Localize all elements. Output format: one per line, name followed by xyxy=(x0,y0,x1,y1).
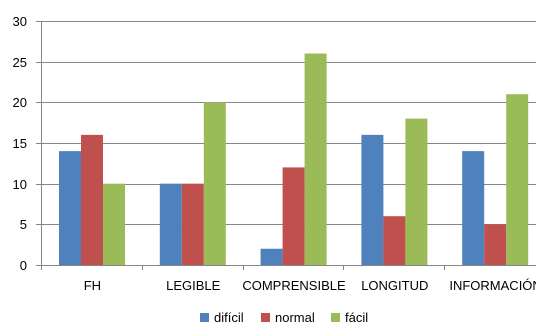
bar-3-1 xyxy=(383,216,406,265)
y-tick-label: 20 xyxy=(13,95,27,110)
x-tick-label: FH xyxy=(84,278,101,293)
x-axis-tick-labels: FH LEGIBLE COMPRENSIBLE LONGITUD INFORMACIÓN xyxy=(84,278,536,293)
legend-label-1: normal xyxy=(275,310,315,325)
x-tick-label: INFORMACIÓN xyxy=(449,278,536,293)
x-tick-label: LONGITUD xyxy=(361,278,428,293)
bar-1-2 xyxy=(203,102,226,265)
x-tick-label: COMPRENSIBLE xyxy=(242,278,346,293)
x-tick-label: LEGIBLE xyxy=(166,278,221,293)
axes xyxy=(41,21,445,270)
bar-2-0 xyxy=(260,248,283,265)
bar-2-2 xyxy=(304,53,327,266)
y-axis-tick-labels: 0 5 10 15 20 25 30 xyxy=(13,14,27,273)
bar-4-1 xyxy=(484,224,507,265)
y-tick-label: 25 xyxy=(13,55,27,70)
legend-swatch-1 xyxy=(261,313,270,322)
bar-0-1 xyxy=(81,134,103,265)
y-tick-label: 10 xyxy=(13,177,27,192)
y-tick-label: 30 xyxy=(13,14,27,29)
bar-1-0 xyxy=(159,183,182,265)
legend-label-0: difícil xyxy=(214,310,244,325)
legend-label-2: fácil xyxy=(345,310,368,325)
bar-4-0 xyxy=(462,151,485,265)
bar-1-1 xyxy=(181,183,204,265)
bar-3-2 xyxy=(405,118,428,265)
y-tick-label: 5 xyxy=(20,217,27,232)
legend-swatch-0 xyxy=(200,313,209,322)
bar-4-2 xyxy=(506,94,529,265)
bar-0-0 xyxy=(59,151,81,265)
y-tick-label: 0 xyxy=(20,258,27,273)
bar-3-0 xyxy=(361,134,384,265)
legend: difícil normal fácil xyxy=(200,310,368,325)
legend-swatch-2 xyxy=(331,313,340,322)
y-tick-label: 15 xyxy=(13,136,27,151)
bars xyxy=(59,53,529,266)
bar-0-2 xyxy=(103,183,125,265)
bar-2-1 xyxy=(282,167,305,265)
